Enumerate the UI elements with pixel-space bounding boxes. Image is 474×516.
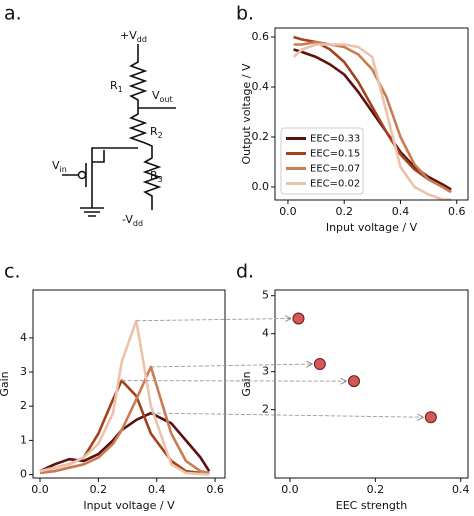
line: [292, 43, 452, 201]
y-tick-label: 0.4: [252, 80, 270, 93]
line: [293, 48, 452, 191]
point: [313, 358, 326, 371]
gate-bubble: [77, 170, 87, 180]
panel-label: a.: [4, 3, 22, 25]
legend-box: [280, 127, 364, 195]
circuit-label: Vout: [152, 89, 173, 104]
line: [39, 365, 210, 475]
circuit-label: R1: [110, 79, 123, 94]
y-tick-label: 3: [262, 365, 269, 378]
point: [347, 375, 360, 388]
connector-arrow: [136, 318, 290, 320]
x-tick-label: 0.4: [452, 483, 470, 496]
circuit-label: R3: [150, 169, 163, 184]
connector-arrow: [150, 364, 312, 368]
x-tick-label: 0.4: [148, 483, 166, 496]
panel-label: b.: [236, 3, 254, 25]
connector-arrow: [121, 381, 346, 382]
x-tick-label: 0.2: [367, 483, 385, 496]
point: [292, 312, 305, 325]
y-tick-label: 0: [20, 468, 27, 481]
line: [293, 40, 452, 194]
axes-frame: [274, 289, 469, 479]
axes-frame: [32, 289, 226, 479]
x-tick-label: 0.4: [392, 205, 410, 218]
circuit-label: -Vdd: [122, 213, 143, 228]
panel-label: d.: [236, 261, 254, 283]
x-axis-label: Input voltage / V: [326, 221, 418, 234]
circuit-label: +Vdd: [120, 29, 147, 44]
x-tick-label: 0.0: [279, 205, 297, 218]
y-tick-label: 0.0: [252, 180, 270, 193]
legend-label: EEC=0.07: [310, 164, 360, 175]
y-tick-label: 2: [262, 403, 269, 416]
legend-label: EEC=0.02: [310, 179, 360, 190]
y-tick-label: 4: [262, 327, 269, 340]
y-axis-label: Gain: [240, 371, 253, 396]
y-axis-label: Gain: [0, 371, 11, 396]
wire: [62, 107, 176, 217]
x-tick-label: 0.2: [90, 483, 108, 496]
y-tick-label: 2: [20, 399, 27, 412]
x-axis-label: EEC strength: [336, 499, 407, 512]
connector-arrow: [150, 412, 423, 417]
y-tick-label: 0.6: [252, 30, 270, 43]
y-tick-label: 4: [20, 331, 27, 344]
y-tick-label: 1: [20, 433, 27, 446]
legend-label: EEC=0.33: [310, 134, 360, 145]
circuit-label: Vin: [52, 159, 67, 174]
circuit-label: R2: [150, 125, 163, 140]
y-tick-label: 5: [262, 289, 269, 302]
y-axis-label: Output voltage / V: [240, 63, 253, 165]
x-tick-label: 0.0: [281, 483, 299, 496]
circuit: a. +Vdd R1 Vout R2 Vin R3 -Vdd: [4, 3, 176, 228]
line: [39, 319, 210, 476]
point: [424, 411, 437, 424]
x-tick-label: 0.6: [448, 205, 466, 218]
x-tick-label: 0.2: [335, 205, 353, 218]
x-axis-label: Input voltage / V: [83, 499, 175, 512]
wire: [128, 44, 162, 210]
axes-frame: [274, 27, 469, 201]
panel-label: c.: [4, 261, 21, 283]
legend-label: EEC=0.15: [310, 149, 360, 160]
x-tick-label: 0.6: [206, 483, 224, 496]
x-tick-label: 0.0: [31, 483, 49, 496]
y-tick-label: 0.2: [252, 130, 270, 143]
y-tick-label: 3: [20, 365, 27, 378]
